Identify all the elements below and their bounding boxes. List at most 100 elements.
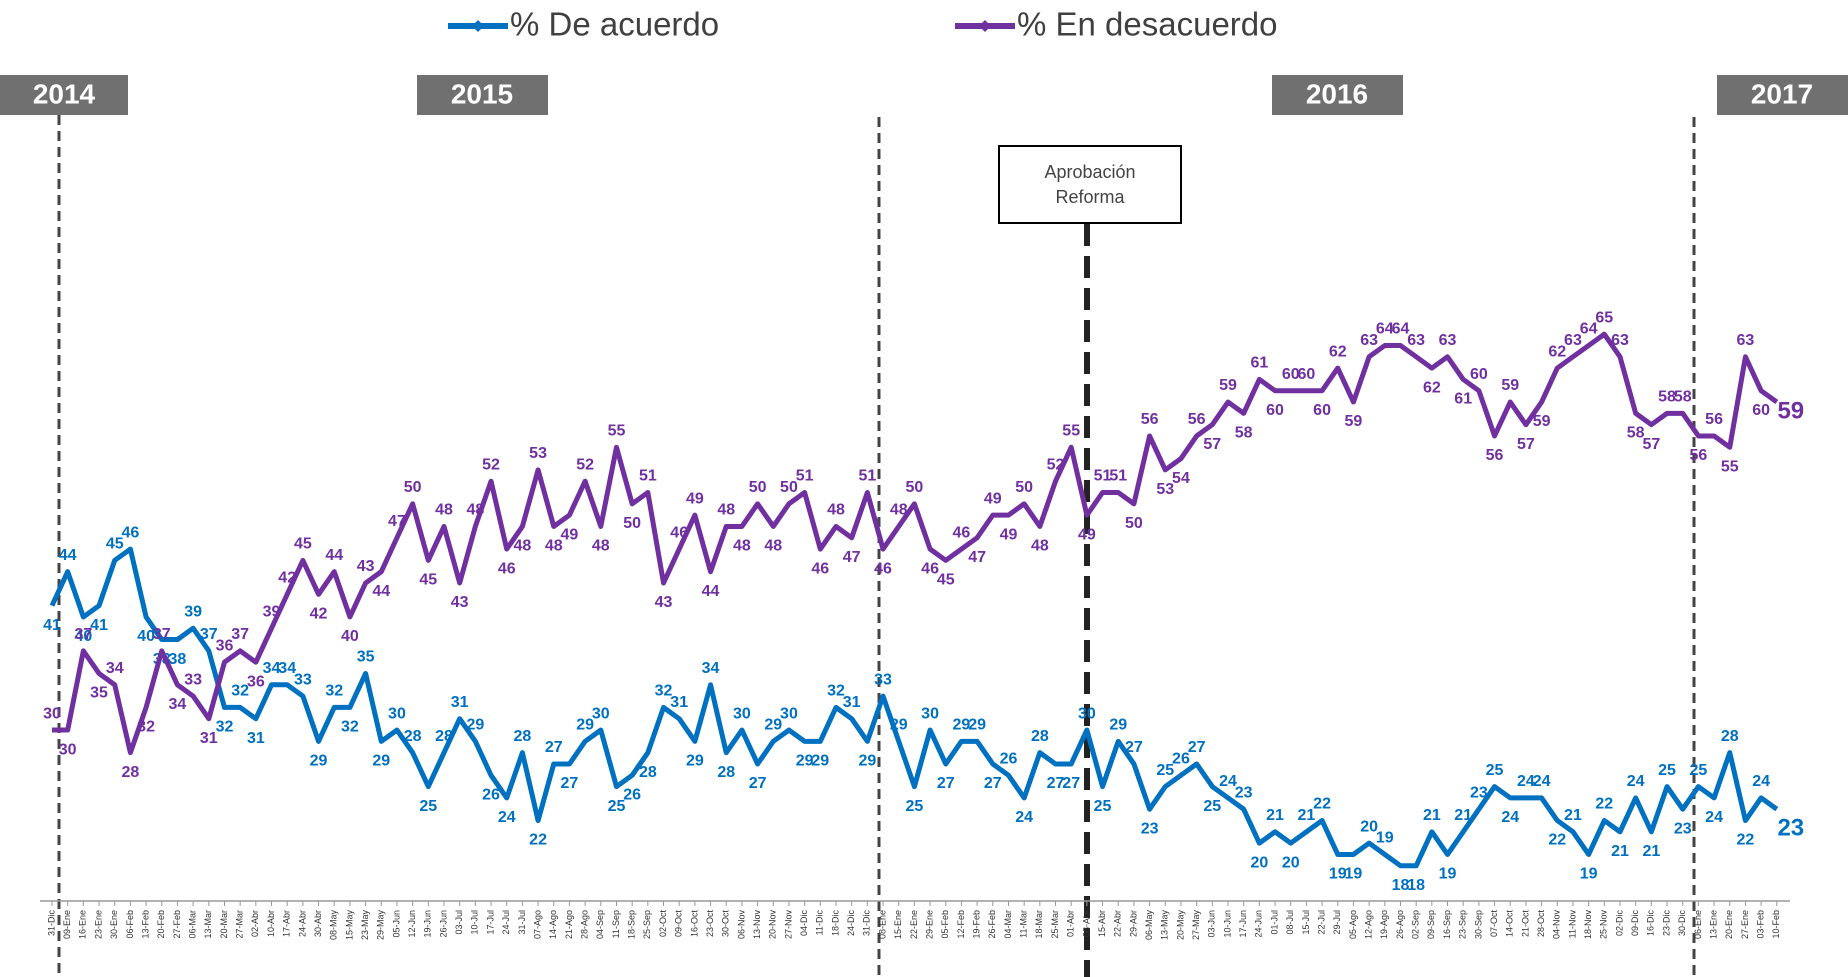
data-label: 32 (231, 683, 249, 700)
series-line (52, 331, 1779, 756)
x-tick-label: 22-Abr (1113, 910, 1123, 937)
x-tick-label: 06-Ene (1693, 910, 1703, 939)
x-tick-label: 31-Dic (862, 910, 872, 937)
data-label: 64 (1392, 321, 1410, 338)
data-label: 57 (1517, 436, 1535, 453)
data-label: 27 (749, 775, 767, 792)
data-label: 25 (1156, 762, 1174, 779)
data-label: 45 (106, 536, 124, 553)
data-label: 34 (169, 696, 187, 713)
x-tick-label: 30-Dic (1677, 910, 1687, 937)
data-label: 29 (1109, 717, 1127, 734)
data-label: 31 (451, 694, 469, 711)
data-label: 26 (1000, 751, 1018, 768)
x-tick-label: 15-Ene (893, 910, 903, 939)
x-tick-label: 24-Jul (501, 910, 511, 935)
x-tick-label: 10-Feb (1771, 910, 1781, 939)
data-label: 24 (1533, 773, 1551, 790)
data-label: 25 (1690, 762, 1708, 779)
data-label: 21 (1423, 807, 1441, 824)
x-tick-label: 27-May (1191, 910, 1201, 941)
data-label: 44 (59, 547, 77, 564)
year-label: 2016 (1306, 78, 1368, 109)
data-label: 28 (639, 764, 657, 781)
data-label: 48 (1031, 538, 1049, 555)
data-label: 26 (482, 787, 500, 804)
x-tick-label: 04-Mar (1003, 910, 1013, 939)
data-label: 29 (953, 717, 971, 734)
data-label: 38 (169, 651, 187, 668)
data-label: 50 (749, 479, 767, 496)
x-tick-label: 02-Oct (658, 910, 668, 938)
data-label: 55 (1721, 458, 1739, 475)
data-label: 25 (906, 798, 924, 815)
data-label: 60 (1266, 402, 1284, 419)
x-tick-label: 07-Oct (1489, 910, 1499, 938)
x-tick-label: 13-May (1160, 910, 1170, 941)
data-label: 30 (733, 705, 751, 722)
x-tick-label: 29-Abr (1128, 910, 1138, 937)
data-label: 48 (466, 502, 484, 519)
data-label: 55 (1062, 422, 1080, 439)
data-label: 56 (1141, 411, 1159, 428)
x-tick-label: 29-Ene (924, 910, 934, 939)
x-tick-label: 23-Ene (93, 910, 103, 939)
x-tick-label: 18-Dic (830, 910, 840, 937)
x-tick-label: 15-Jul (1301, 910, 1311, 935)
data-label: 63 (1360, 332, 1378, 349)
data-label: 24 (1501, 809, 1519, 826)
x-tick-label: 03-Jun (1207, 910, 1217, 938)
data-label: 52 (482, 456, 500, 473)
x-tick-label: 27-Nov (783, 910, 793, 940)
data-label: 25 (1094, 798, 1112, 815)
data-label: 43 (655, 594, 673, 611)
data-label: 30 (388, 705, 406, 722)
x-tick-label: 16-Oct (689, 910, 699, 938)
data-label: 40 (341, 628, 359, 645)
data-label: 27 (984, 775, 1002, 792)
x-tick-label: 01-Abr (1066, 910, 1076, 937)
x-tick-label: 28-Oct (1536, 910, 1546, 938)
data-label: 25 (608, 798, 626, 815)
x-tick-label: 25-Nov (1599, 910, 1609, 940)
data-label: 47 (843, 549, 861, 566)
data-label: 31 (247, 730, 265, 747)
data-label: 60 (1298, 366, 1316, 383)
data-label: 33 (184, 671, 202, 688)
data-label: 19 (1345, 866, 1363, 883)
data-label: 37 (153, 626, 171, 643)
data-label: 22 (1313, 796, 1331, 813)
data-label: 61 (1250, 355, 1268, 372)
data-label: 30 (59, 741, 77, 758)
data-label: 40 (137, 628, 155, 645)
x-tick-label: 04-Dic (799, 910, 809, 937)
data-label: 24 (1705, 809, 1723, 826)
data-label: 46 (921, 560, 939, 577)
data-label: 61 (1454, 391, 1472, 408)
data-label: 29 (811, 753, 829, 770)
x-tick-label: 08-Abr (1081, 910, 1091, 937)
data-label: 31 (670, 694, 688, 711)
data-label: 22 (1595, 796, 1613, 813)
data-label: 46 (670, 524, 688, 541)
data-label: 19 (1329, 866, 1347, 883)
data-label: 30 (780, 705, 798, 722)
data-label: 63 (1737, 332, 1755, 349)
data-label: 60 (1470, 366, 1488, 383)
year-box (0, 75, 128, 115)
data-label: 29 (466, 717, 484, 734)
x-tick-label: 08-Ene (877, 910, 887, 939)
x-tick-label: 24-Dic (846, 910, 856, 937)
x-tick-label: 23-Oct (705, 910, 715, 938)
x-tick-label: 26-Feb (987, 910, 997, 939)
x-tick-label: 03-Feb (1755, 910, 1765, 939)
x-tick-label: 20-May (1175, 910, 1185, 941)
data-label: 56 (1705, 411, 1723, 428)
annotation: Aprobación (1044, 162, 1135, 182)
data-label: 28 (1031, 728, 1049, 745)
data-label: 27 (545, 739, 563, 756)
data-label: 45 (294, 536, 312, 553)
data-label: 62 (1423, 379, 1441, 396)
data-label: 42 (310, 606, 328, 623)
x-tick-label: 07-Ago (532, 910, 542, 939)
